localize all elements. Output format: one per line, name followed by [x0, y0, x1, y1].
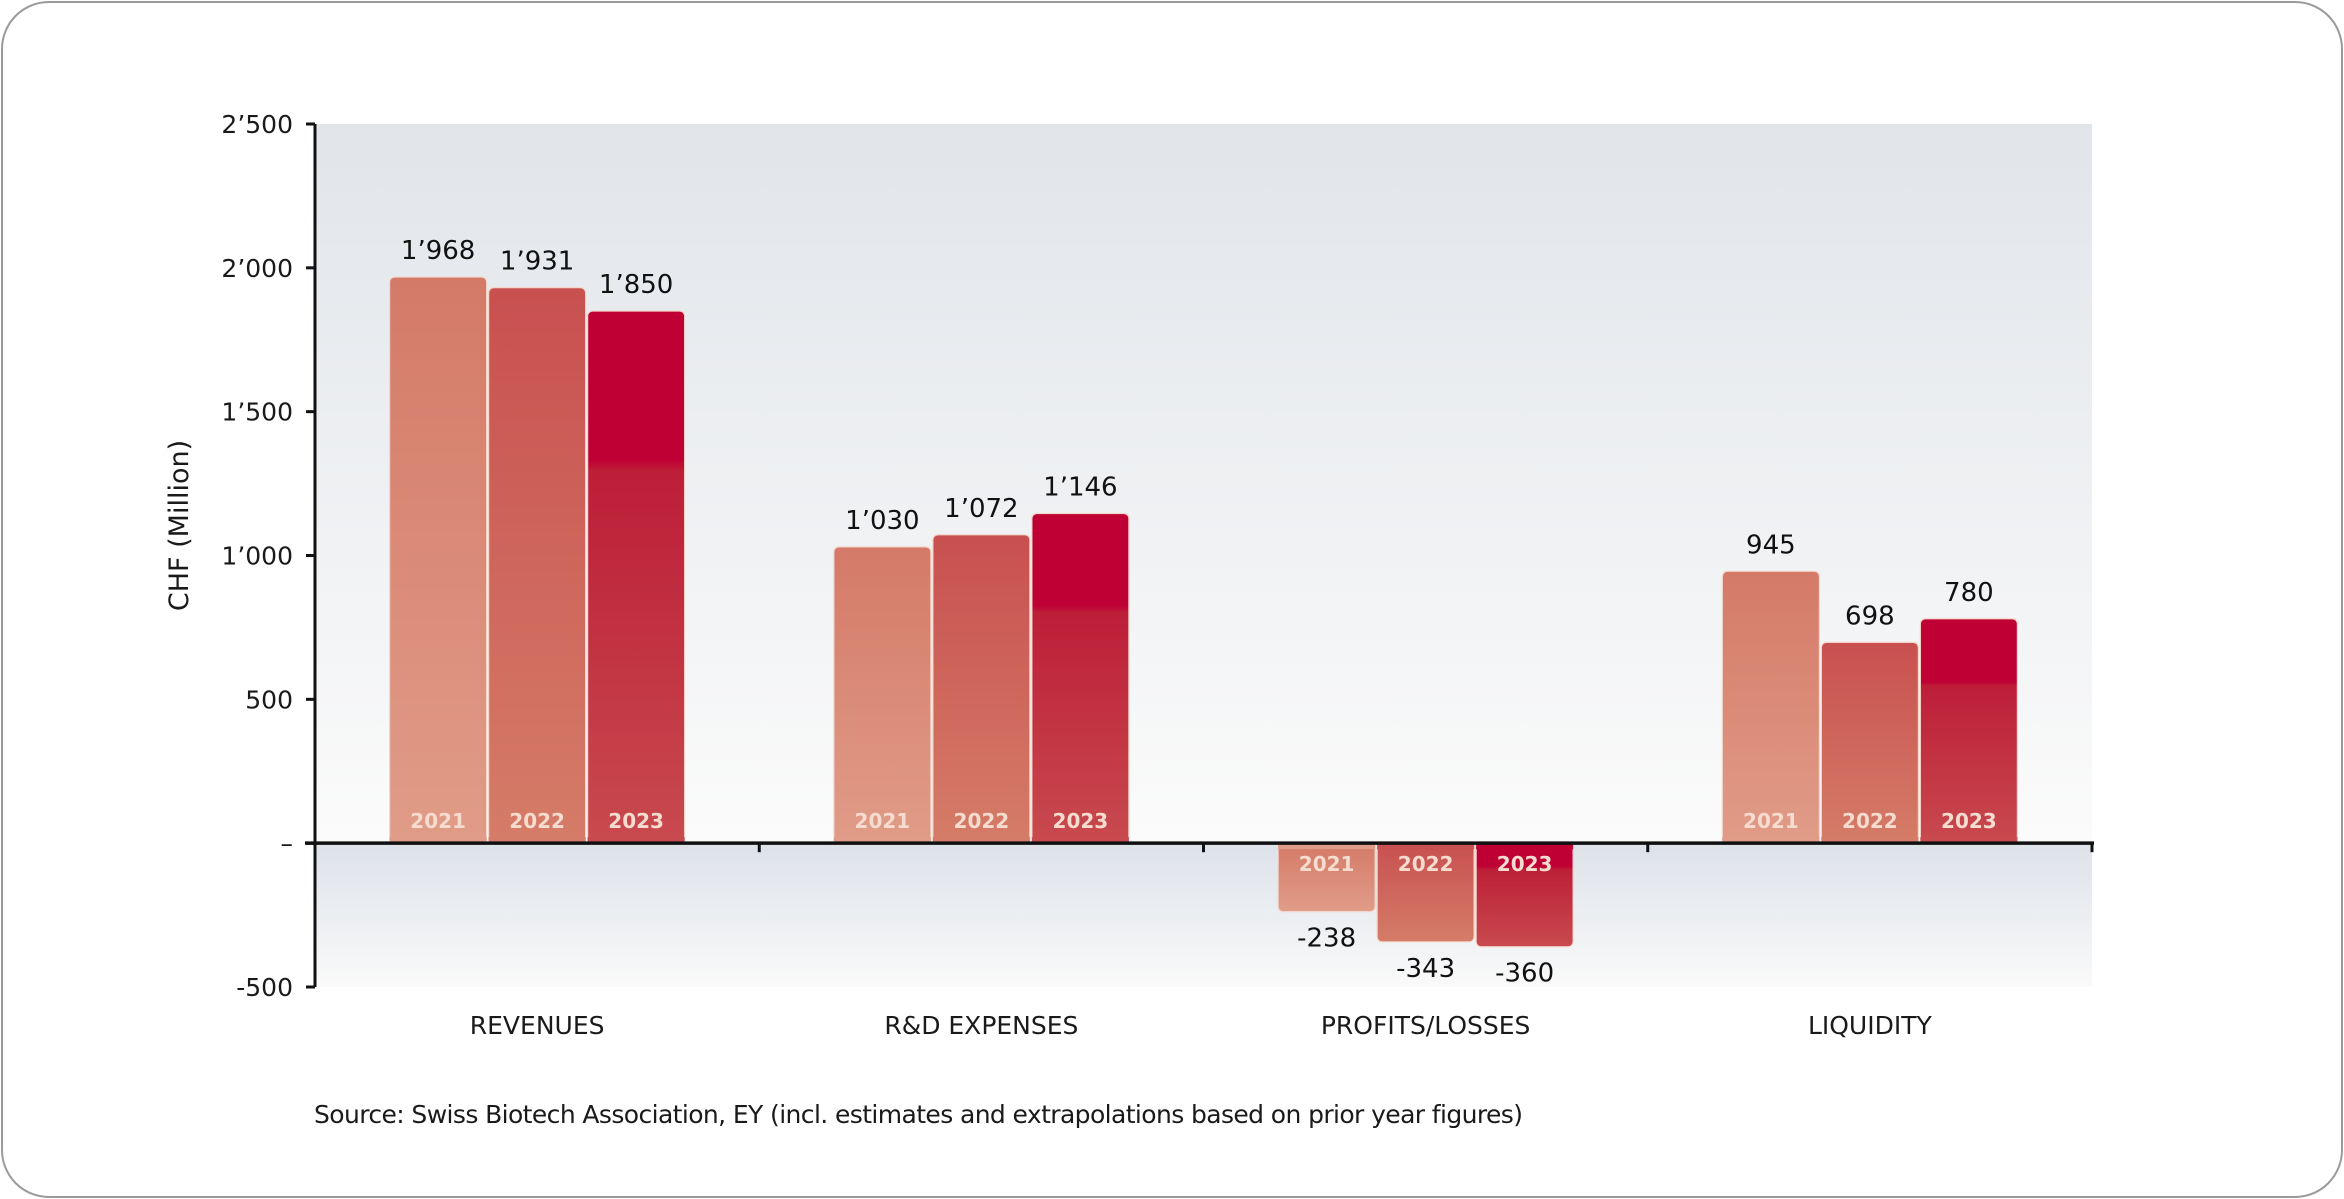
data-label: 1’030	[845, 506, 919, 536]
y-tick-label: 2’000	[221, 254, 293, 283]
data-label: -343	[1396, 954, 1455, 984]
bar-base-2023-1	[1031, 837, 1129, 844]
bar-base-2023-0	[587, 837, 685, 844]
x-category-label: LIQUIDITY	[1808, 1011, 1933, 1040]
data-label: 780	[1944, 578, 1994, 608]
y-tick-label: -500	[236, 973, 293, 1002]
bar-base-2022-0	[488, 837, 586, 844]
bar-year-label: 2021	[1299, 852, 1355, 876]
y-tick-label: 1’000	[221, 542, 293, 571]
bar-year-label: 2022	[954, 809, 1010, 833]
y-tick-label: 2’500	[221, 110, 293, 139]
bar-base-2022-3	[1821, 837, 1919, 844]
y-tick-label: –	[281, 829, 294, 858]
data-label: 945	[1746, 530, 1796, 560]
data-label: 1’072	[944, 494, 1018, 524]
bar-year-label: 2021	[1743, 809, 1799, 833]
data-label: 1’146	[1043, 473, 1117, 503]
bar-base-2023-2	[1476, 843, 1574, 850]
bar-year-label: 2023	[1053, 809, 1109, 833]
bar-base-2021-2	[1278, 843, 1376, 850]
bar-2021-1	[833, 546, 932, 844]
bar-base-2022-1	[932, 837, 1030, 844]
bar-2021-3	[1721, 570, 1820, 844]
bar-base-2021-0	[389, 837, 487, 844]
bar-year-label: 2022	[1398, 852, 1454, 876]
y-axis-title: CHF (Million)	[164, 440, 195, 611]
x-category-label: PROFITS/LOSSES	[1321, 1011, 1531, 1040]
bar-year-label: 2022	[1842, 809, 1898, 833]
data-label: 1’850	[599, 270, 673, 300]
x-category-label: R&D EXPENSES	[884, 1011, 1078, 1040]
bar-year-label: 2023	[1497, 852, 1553, 876]
bar-2021-0	[389, 276, 488, 844]
source-note: Source: Swiss Biotech Association, EY (i…	[314, 1100, 1523, 1129]
bar-2023-1	[1031, 512, 1130, 844]
y-tick-label: 500	[245, 685, 293, 714]
plot-background-negative	[315, 843, 2092, 987]
data-label: -238	[1297, 924, 1356, 954]
bar-year-label: 2021	[855, 809, 911, 833]
bar-year-label: 2022	[509, 809, 565, 833]
bar-base-2021-1	[833, 837, 931, 844]
y-tick-label: 1’500	[221, 398, 293, 427]
bar-2022-1	[932, 534, 1031, 844]
bar-year-label: 2023	[1941, 809, 1997, 833]
data-label: 1’968	[401, 236, 475, 266]
bar-base-2023-3	[1920, 837, 2018, 844]
data-label: 1’931	[500, 247, 574, 277]
bar-base-2022-2	[1377, 843, 1475, 850]
data-label: -360	[1495, 959, 1554, 989]
bar-2022-0	[488, 287, 587, 844]
bar-year-label: 2023	[608, 809, 664, 833]
data-label: 698	[1845, 601, 1895, 631]
bar-2023-0	[587, 310, 686, 844]
bar-year-label: 2021	[410, 809, 466, 833]
x-category-label: REVENUES	[470, 1011, 605, 1040]
bar-base-2021-3	[1722, 837, 1820, 844]
